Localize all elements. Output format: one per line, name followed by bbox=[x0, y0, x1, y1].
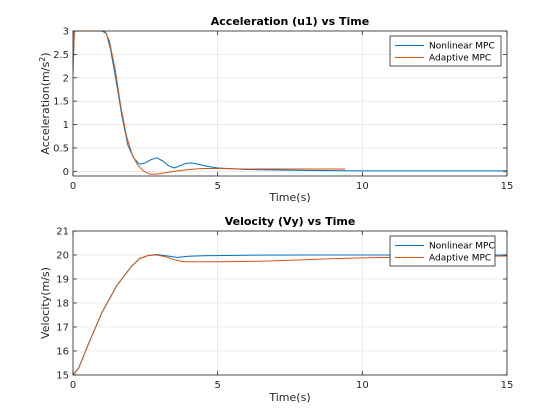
velocity-ylabel-main: Velocity(m/s) bbox=[39, 267, 52, 339]
acceleration-ytick-label: 1 bbox=[63, 120, 69, 131]
acceleration-axes-box bbox=[72, 30, 508, 177]
velocity-plot: Velocity (Vy) vs Time 0 5 10 15 15 16 17 18 19 20… bbox=[39, 215, 513, 404]
acceleration-plot-title: Acceleration (u1) vs Time bbox=[211, 15, 369, 28]
acceleration-series-adaptive-line bbox=[72, 30, 345, 175]
acceleration-ylabel-main: Acceleration(m/s bbox=[39, 62, 52, 155]
acceleration-ytick-label: 3 bbox=[63, 27, 69, 38]
acceleration-plot: Acceleration (u1) vs Time 0 5 10 15 0 0.5 1 1.5… bbox=[38, 15, 513, 204]
velocity-ylabel: Velocity(m/s) bbox=[39, 267, 52, 339]
velocity-ytick-label: 15 bbox=[56, 371, 69, 382]
acceleration-legend-label-nonlinear: Nonlinear MPC bbox=[429, 42, 495, 52]
acceleration-ylabel-sup: 2 bbox=[38, 57, 47, 62]
acceleration-ytick-label: 0.5 bbox=[53, 143, 69, 154]
acceleration-series-nonlinear-line bbox=[72, 30, 507, 172]
velocity-xtick-label: 10 bbox=[356, 380, 369, 391]
velocity-ytick-label: 19 bbox=[56, 275, 69, 286]
acceleration-xtick-label: 10 bbox=[356, 181, 369, 192]
velocity-ticks: 0 5 10 15 15 16 17 18 19 20 21 bbox=[56, 227, 513, 392]
velocity-ytick-label: 17 bbox=[56, 323, 69, 334]
velocity-lines bbox=[72, 254, 508, 376]
acceleration-ytick-label: 0 bbox=[63, 167, 69, 178]
acceleration-ytick-label: 1.5 bbox=[53, 97, 69, 108]
acceleration-xtick-label: 5 bbox=[214, 181, 220, 192]
acceleration-ticks: 0 5 10 15 0 0.5 1 1.5 2 2.5 3 bbox=[53, 27, 513, 193]
velocity-ytick-label: 18 bbox=[56, 299, 69, 310]
acceleration-legend: Nonlinear MPC Adaptive MPC bbox=[389, 35, 502, 67]
velocity-ytick-label: 16 bbox=[56, 347, 69, 358]
velocity-ytick-label: 21 bbox=[56, 227, 69, 238]
acceleration-legend-box bbox=[389, 35, 502, 67]
velocity-legend-label-adaptive: Adaptive MPC bbox=[429, 254, 491, 264]
velocity-xtick-label: 0 bbox=[70, 380, 76, 391]
velocity-xtick-label: 5 bbox=[214, 380, 220, 391]
velocity-ytick-label: 20 bbox=[56, 251, 69, 262]
acceleration-ylabel-end: ) bbox=[39, 52, 52, 56]
velocity-legend-label-nonlinear: Nonlinear MPC bbox=[429, 242, 495, 252]
velocity-legend: Nonlinear MPC Adaptive MPC bbox=[389, 235, 496, 267]
velocity-xtick-label: 15 bbox=[501, 380, 514, 391]
velocity-legend-box bbox=[389, 235, 496, 267]
velocity-series-adaptive-line bbox=[72, 254, 508, 376]
acceleration-ytick-label: 2 bbox=[63, 73, 69, 84]
acceleration-xtick-label: 0 bbox=[70, 181, 76, 192]
velocity-plot-title: Velocity (Vy) vs Time bbox=[225, 215, 356, 228]
acceleration-lines bbox=[72, 30, 507, 175]
velocity-xlabel: Time(s) bbox=[268, 391, 310, 404]
acceleration-ytick-label: 2.5 bbox=[53, 50, 69, 61]
acceleration-legend-label-adaptive: Adaptive MPC bbox=[429, 54, 491, 64]
acceleration-xtick-label: 15 bbox=[501, 181, 514, 192]
acceleration-ylabel: Acceleration(m/s2) bbox=[38, 52, 52, 154]
acceleration-xlabel: Time(s) bbox=[268, 191, 310, 204]
